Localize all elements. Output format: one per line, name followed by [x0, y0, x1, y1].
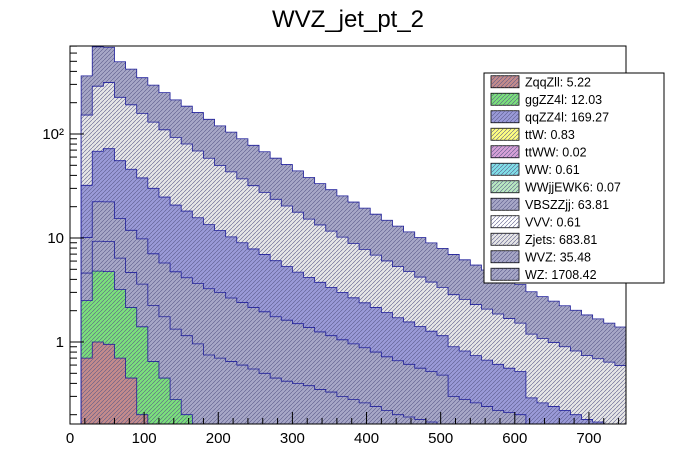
legend-label: WWjjEWK6: 0.07	[525, 180, 621, 194]
stacked-histogram	[80, 46, 627, 425]
legend-label: ttWW: 0.02	[525, 145, 587, 159]
legend-label: ZqqZll: 5.22	[525, 75, 591, 89]
legend-entry: WZ: 1708.42	[490, 268, 597, 282]
legend-entry: ZqqZll: 5.22	[490, 75, 591, 89]
y-tick-label: 10²	[42, 126, 64, 143]
legend-box	[483, 72, 665, 284]
legend-entry: VVV: 0.61	[490, 215, 581, 229]
legend-label: qqZZ4l: 169.27	[525, 110, 609, 124]
layer-zqqzll	[80, 341, 149, 425]
legend: ZqqZll: 5.22 ggZZ4l: 12.03 qqZZ4l: 169.27 t…	[483, 72, 665, 284]
legend-entry: qqZZ4l: 169.27	[490, 110, 609, 124]
x-tick-label: 300	[280, 430, 305, 447]
legend-swatch-hatch	[491, 250, 519, 263]
legend-swatch-hatch	[491, 163, 519, 176]
legend-entry: ttWW: 0.02	[490, 145, 587, 159]
layer-outline-wvz	[80, 240, 449, 425]
legend-swatch-hatch	[491, 268, 519, 281]
legend-entry: ttW: 0.83	[490, 128, 575, 142]
legend-swatch-hatch	[491, 75, 519, 88]
legend-label: VBSZZjj: 63.81	[525, 198, 609, 212]
x-tick-label: 400	[354, 430, 379, 447]
x-tick-label: 200	[206, 430, 231, 447]
legend-label: WVZ: 35.48	[525, 250, 591, 264]
x-tick-label: 600	[502, 430, 527, 447]
legend-swatch-hatch	[491, 145, 519, 158]
legend-entry: Zjets: 683.81	[490, 233, 597, 247]
y-axis: 1 10 10²	[42, 45, 84, 416]
x-tick-label: 0	[66, 430, 74, 447]
legend-label: WZ: 1708.42	[525, 268, 597, 282]
legend-label: Zjets: 683.81	[525, 233, 597, 247]
x-tick-label: 100	[132, 430, 157, 447]
legend-label: ttW: 0.83	[525, 128, 575, 142]
legend-swatch-hatch	[491, 128, 519, 141]
legend-entry: WVZ: 35.48	[490, 250, 591, 264]
x-tick-label: 700	[576, 430, 601, 447]
legend-entry: VBSZZjj: 63.81	[490, 198, 609, 212]
legend-entry: ggZZ4l: 12.03	[490, 93, 602, 107]
legend-swatch-hatch	[491, 233, 519, 246]
legend-entry: WW: 0.61	[490, 163, 580, 177]
y-tick-label: 1	[56, 334, 64, 351]
legend-swatch-hatch	[491, 180, 519, 193]
legend-label: WW: 0.61	[525, 163, 580, 177]
layer-wvz	[80, 240, 449, 425]
chart-title: WVZ_jet_pt_2	[272, 6, 424, 33]
legend-label: VVV: 0.61	[525, 215, 581, 229]
x-tick-label: 500	[428, 430, 453, 447]
x-axis: 0 100 200 300 400 500 600 700	[66, 412, 620, 447]
legend-entry: WWjjEWK6: 0.07	[490, 180, 621, 194]
legend-swatch-hatch	[491, 198, 519, 211]
y-tick-label: 10	[47, 230, 64, 247]
legend-swatch-hatch	[491, 93, 519, 106]
legend-swatch-hatch	[491, 215, 519, 228]
legend-label: ggZZ4l: 12.03	[525, 93, 602, 107]
legend-swatch-hatch	[491, 110, 519, 123]
